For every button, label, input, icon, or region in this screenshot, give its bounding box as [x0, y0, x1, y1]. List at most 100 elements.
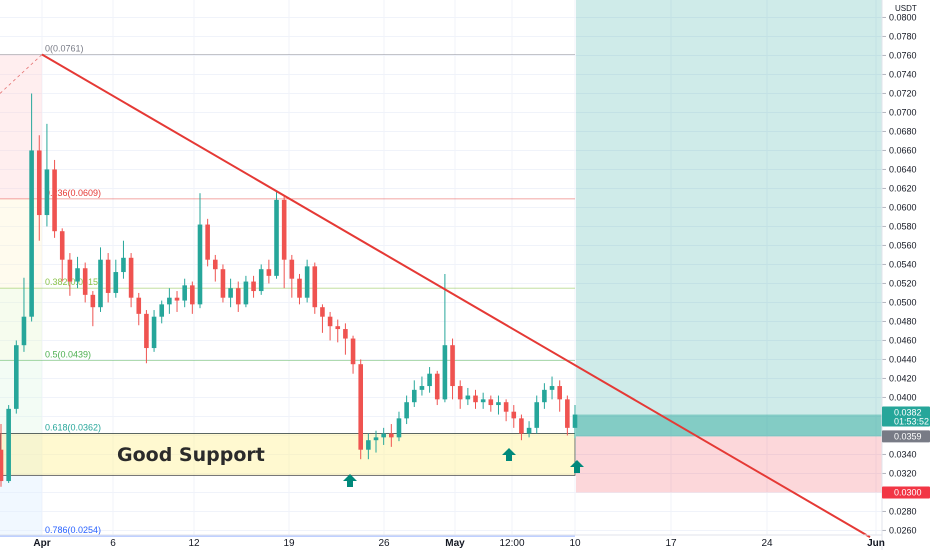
fib-level-label: 0.236(0.0609) — [45, 188, 101, 198]
candle-body — [557, 386, 562, 400]
price-tick-label: 0.0780 — [889, 31, 917, 41]
candle-body — [121, 257, 126, 273]
candle-body — [98, 259, 103, 308]
price-tag-value: 0.0300 — [894, 487, 922, 497]
price-tick-label: 0.0260 — [889, 525, 917, 535]
price-tick-label: 0.0700 — [889, 107, 917, 117]
candle-body — [565, 399, 570, 428]
price-tick-label: 0.0480 — [889, 316, 917, 326]
price-tick-label: 0.0280 — [889, 506, 917, 516]
candle-body — [29, 150, 34, 317]
candle-body — [572, 414, 578, 428]
time-tick-label: 19 — [283, 538, 295, 549]
time-tick-label: May — [445, 538, 465, 549]
candle-body — [404, 402, 409, 419]
candle-body — [75, 268, 80, 282]
fib-band — [0, 360, 42, 434]
price-tag: 0.0359 — [882, 430, 930, 443]
price-tick-label: 0.0600 — [889, 202, 917, 212]
time-tick-label: 10 — [569, 538, 581, 549]
support-rectangle — [0, 433, 576, 476]
candle-body — [105, 259, 111, 293]
candle-body — [258, 269, 264, 292]
price-tick-label: 0.0340 — [889, 449, 917, 459]
candle-body — [542, 389, 547, 403]
candle-body — [67, 259, 73, 282]
candle-body — [327, 316, 333, 327]
candle-body — [159, 304, 165, 317]
candle-body — [411, 389, 417, 403]
candle-body — [289, 259, 295, 279]
candle-body — [167, 297, 172, 305]
candle-body — [534, 402, 540, 428]
candle-body — [358, 364, 364, 450]
price-tag-background — [882, 430, 930, 443]
trendline[interactable] — [41, 53, 871, 538]
candle-body — [473, 395, 478, 403]
candle-body — [503, 402, 509, 412]
support-arrows — [343, 448, 584, 487]
price-tag-value: 0.0382 — [894, 408, 922, 418]
up-arrow-icon — [502, 448, 516, 461]
candle-body — [511, 411, 517, 419]
candle-body — [312, 266, 318, 308]
price-tick-label: 0.0400 — [889, 392, 917, 402]
price-tick-label: 0.0680 — [889, 126, 917, 136]
candle-body — [519, 418, 524, 434]
candle-body — [526, 427, 532, 434]
grid-lines — [0, 0, 882, 535]
price-tick-label: 0.0760 — [889, 50, 917, 60]
candle-body — [427, 373, 432, 387]
price-tick-label: 0.0580 — [889, 221, 917, 231]
current-profit-zone — [576, 414, 882, 437]
up-arrow-icon — [343, 474, 357, 487]
time-tick-label: 12 — [188, 538, 200, 549]
candle-body — [281, 199, 287, 260]
candle-body — [0, 449, 4, 482]
candle-body — [136, 297, 142, 314]
candle-body — [266, 269, 272, 276]
fib-band — [0, 288, 42, 361]
price-tick-label: 0.0540 — [889, 259, 917, 269]
price-tick-label: 0.0320 — [889, 468, 917, 478]
candle-body — [220, 269, 226, 298]
price-axis[interactable]: 0.0800 0.0780 0.0760 0.0740 0.0720 0.0700 0.06… — [881, 0, 917, 550]
candle-body — [251, 281, 256, 292]
fib-level-label: 0.382(0.0515) — [45, 277, 101, 287]
candle-body — [21, 316, 27, 346]
time-tick-label: Jun — [867, 538, 885, 549]
time-tick-label: 17 — [665, 538, 677, 549]
candle-body — [14, 345, 19, 409]
candle-body — [297, 278, 302, 298]
candle-body — [113, 272, 119, 293]
candle-body — [59, 231, 65, 260]
candle-body — [389, 433, 394, 438]
candle-body — [488, 399, 494, 406]
candle-body — [480, 399, 486, 403]
candle-body — [320, 307, 325, 317]
fib-level-label: 0.786(0.0254) — [45, 525, 101, 535]
fib-band — [0, 54, 42, 199]
support-zone[interactable] — [0, 433, 576, 476]
price-tick-label: 0.0800 — [889, 12, 917, 22]
time-axis[interactable]: Apr 6 12 19 26 May 12:00 10 17 24 Jun — [0, 534, 885, 549]
time-tick-label: Apr — [33, 538, 50, 549]
price-tick-label: 0.0460 — [889, 335, 917, 345]
candle-body — [90, 294, 96, 308]
fib-level-label: 0.618(0.0362) — [45, 423, 101, 433]
candle-body — [197, 224, 203, 305]
candle-body — [205, 224, 210, 260]
candle-body — [343, 329, 348, 339]
price-tag-countdown: 01:53:52 — [894, 417, 929, 427]
position-zones — [576, 0, 882, 493]
price-tick-label: 0.0420 — [889, 373, 917, 383]
price-tag: 0.0300 — [882, 486, 930, 499]
candle-body — [6, 408, 11, 482]
candle-body — [450, 345, 455, 387]
price-tick-label: 0.0660 — [889, 145, 917, 155]
candle-body — [335, 326, 341, 330]
candle-body — [228, 288, 233, 298]
